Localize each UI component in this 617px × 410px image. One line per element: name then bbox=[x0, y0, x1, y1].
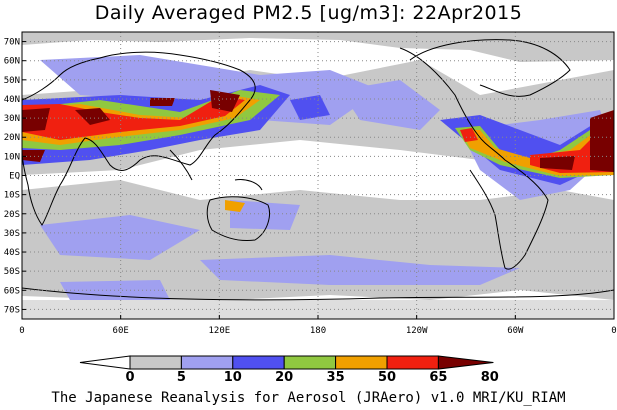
colorbar-segment bbox=[232, 355, 285, 370]
colorbar-label: 5 bbox=[177, 370, 186, 385]
coastlines bbox=[22, 39, 614, 301]
colorbar-label: 0 bbox=[125, 370, 134, 385]
lat-tick-label: 40S bbox=[4, 248, 20, 258]
colorbar-label: 80 bbox=[481, 370, 499, 385]
footer-credit: The Japanese Reanalysis for Aerosol (JRA… bbox=[51, 390, 566, 406]
colorbar-label: 20 bbox=[275, 370, 293, 385]
longitude-labels: 0 60E 120E 180 120W 60W 0 bbox=[19, 315, 617, 336]
lon-tick-label: 60W bbox=[507, 326, 524, 336]
colorbar-segment bbox=[283, 355, 337, 370]
lat-tick-label: 20N bbox=[4, 133, 20, 143]
lat-tick-label: 20S bbox=[4, 210, 20, 220]
lon-tick-label: 0 bbox=[19, 326, 24, 336]
lon-tick-label: 120W bbox=[406, 326, 428, 336]
latitude-labels: 70N 60N 50N 40N 30N 20N 10N EQ 10S 20S 30S 40S 50S 60… bbox=[4, 38, 26, 315]
colorbar: 0 5 10 20 35 50 65 80 bbox=[79, 355, 499, 385]
lat-tick-label: 70S bbox=[4, 305, 20, 315]
colorbar-segment bbox=[129, 355, 182, 370]
graticule bbox=[22, 32, 614, 319]
lon-tick-label: 60E bbox=[113, 326, 129, 336]
lat-tick-label: 60N bbox=[4, 57, 20, 67]
colorbar-segment bbox=[437, 355, 494, 370]
lat-tick-label: 70N bbox=[4, 38, 20, 48]
colorbar-segment bbox=[79, 355, 131, 370]
lat-tick-label: 10S bbox=[4, 191, 20, 201]
lat-tick-label: 50S bbox=[4, 267, 20, 277]
lat-tick-label: 50N bbox=[4, 76, 20, 86]
lat-tick-label: 30S bbox=[4, 229, 20, 239]
lat-tick-label: 10N bbox=[4, 152, 20, 162]
colorbar-label: 35 bbox=[327, 370, 345, 385]
map-title: Daily Averaged PM2.5 [ug/m3]: 22Apr2015 bbox=[94, 2, 523, 24]
colorbar-label: 65 bbox=[429, 370, 447, 385]
colorbar-label: 10 bbox=[224, 370, 242, 385]
pm-level-80-plus bbox=[22, 90, 614, 172]
lon-tick-label: 180 bbox=[310, 326, 326, 336]
lon-tick-label: 0 bbox=[611, 326, 616, 336]
colorbar-label: 50 bbox=[378, 370, 396, 385]
colorbar-segment bbox=[386, 355, 439, 370]
colorbar-segment bbox=[180, 355, 234, 370]
lat-tick-label: 30N bbox=[4, 114, 20, 124]
lat-tick-label: 40N bbox=[4, 95, 20, 105]
lon-tick-label: 120E bbox=[208, 326, 230, 336]
lat-tick-label: EQ bbox=[9, 172, 20, 182]
lat-tick-label: 60S bbox=[4, 286, 20, 296]
concentration-field bbox=[22, 32, 614, 319]
colorbar-segment bbox=[335, 355, 388, 370]
